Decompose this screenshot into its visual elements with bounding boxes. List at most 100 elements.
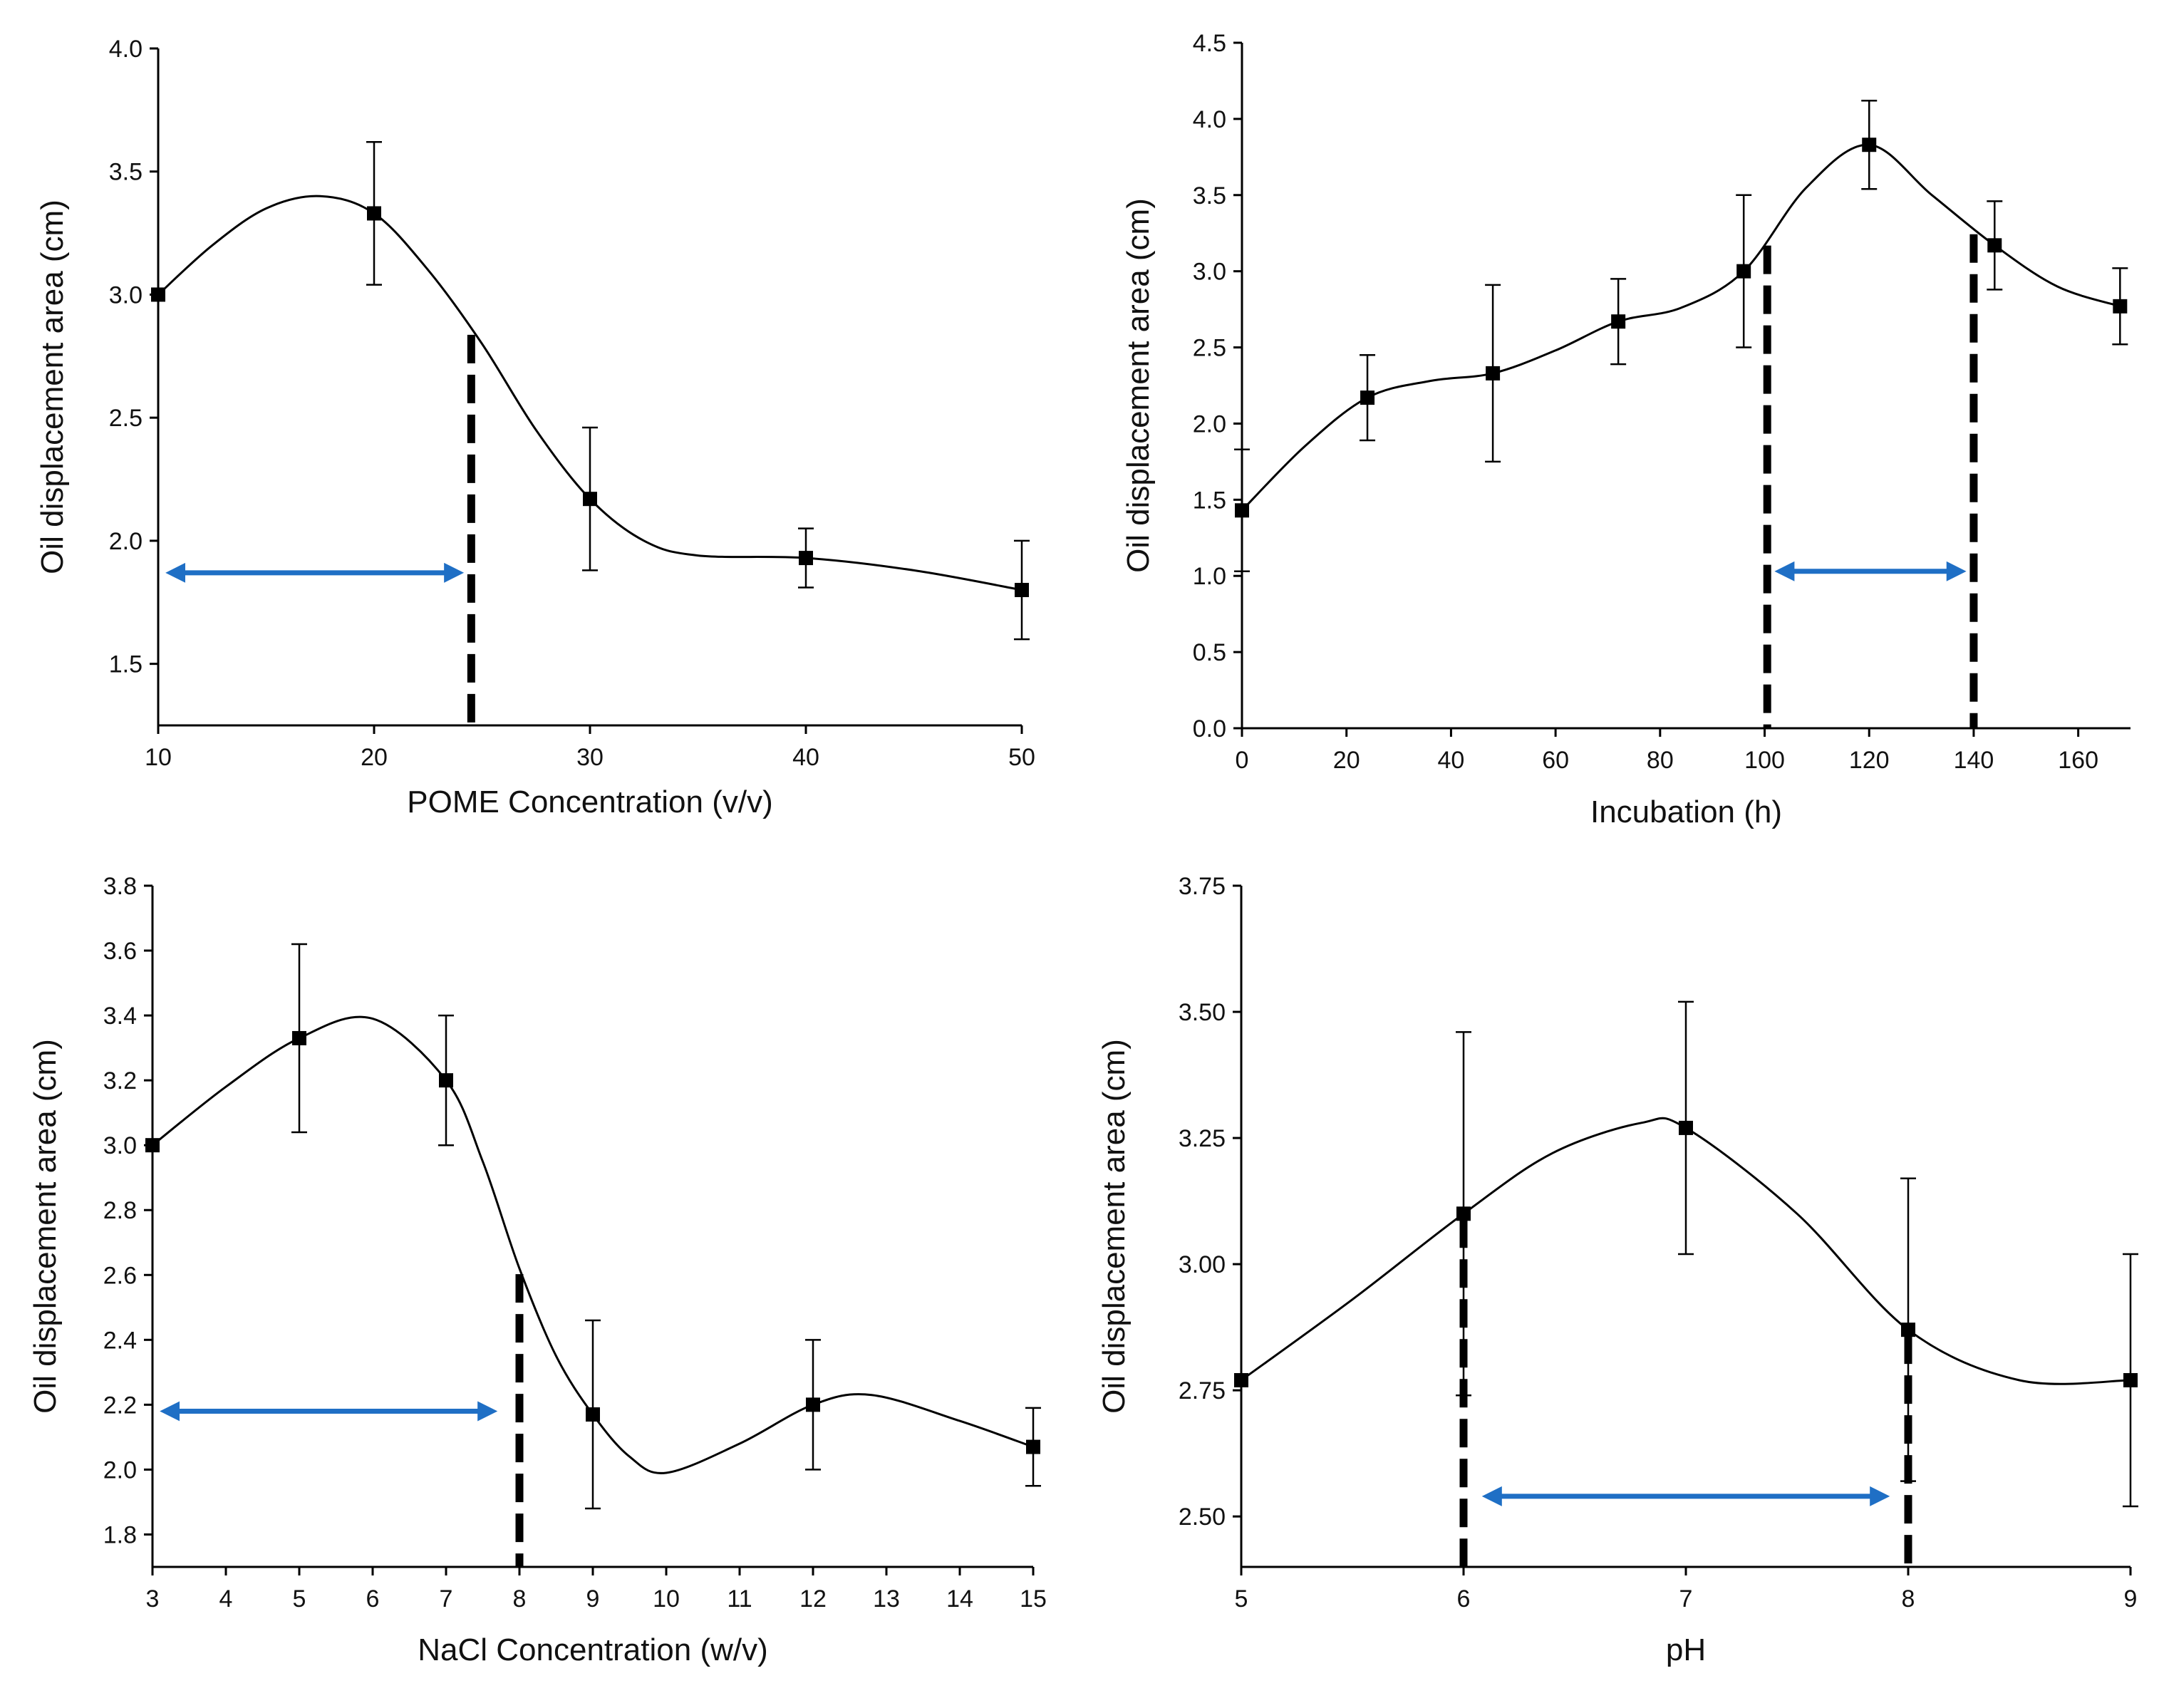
y-tick-label: 1.5 [1193,487,1226,514]
x-tick-label: 5 [293,1585,306,1613]
data-point [583,492,597,507]
y-tick-label: 2.75 [1179,1377,1226,1404]
y-tick-label: 3.75 [1179,873,1226,900]
data-point [1987,238,2002,253]
data-point [1736,264,1751,279]
x-tick-label: 6 [1457,1585,1471,1613]
x-tick-label: 10 [653,1585,680,1613]
y-tick-label: 2.0 [103,1456,137,1484]
x-tick-label: 80 [1647,747,1674,774]
fit-curve [152,1015,1034,1474]
x-axis-title: POME Concentration (v/v) [407,785,773,819]
x-axis-title: Incubation (h) [1590,795,1782,829]
data-point [2113,299,2128,314]
y-tick-label: 2.50 [1179,1503,1226,1531]
y-tick-label: 0.0 [1193,715,1226,742]
x-tick-label: 13 [873,1585,900,1613]
x-tick-label: 160 [2058,747,2098,774]
y-tick-label: 3.0 [109,281,143,309]
data-point [1234,1372,1248,1387]
y-tick-label: 3.5 [1193,182,1226,209]
y-tick-label: 3.4 [103,1003,137,1030]
x-tick-label: 40 [792,744,819,771]
data-point [1486,366,1501,381]
y-tick-label: 2.0 [109,528,143,555]
data-point [1901,1323,1915,1337]
y-tick-label: 2.8 [103,1197,137,1224]
y-tick-label: 2.5 [1193,335,1226,362]
x-tick-label: 20 [1333,747,1360,774]
data-point [292,1030,306,1045]
chart-incubation: 0 20 40 60 80 100 120 140 160 0.0 0.5 1.0 1.5 2.0 2.5 3… [1121,30,2130,829]
x-tick-label: 3 [146,1585,160,1613]
x-tick-label: 30 [576,744,604,771]
chart-nacl: 3 4 5 6 7 8 9 10 11 12 13 14 15 1.8 2.0 2.2 2.4 2.6 2.8 3.0… [28,873,1047,1667]
y-tick-label: 2.5 [109,405,143,432]
data-point [799,551,813,566]
x-tick-label: 8 [513,1585,527,1613]
y-tick-label: 4.0 [109,36,143,63]
y-tick-label: 2.0 [1193,410,1226,438]
data-point [806,1397,820,1412]
x-axis-title: pH [1666,1632,1706,1667]
y-tick-label: 1.5 [109,651,143,678]
x-tick-label: 50 [1008,744,1035,771]
x-tick-label: 140 [1954,747,1994,774]
x-tick-label: 40 [1437,747,1464,774]
data-point [1679,1120,1693,1135]
x-axis-title: NaCl Concentration (w/v) [418,1632,768,1667]
data-point [2123,1372,2138,1387]
x-tick-label: 120 [1849,747,1890,774]
x-tick-label: 0 [1236,747,1249,774]
data-point [1026,1439,1040,1454]
y-tick-label: 3.50 [1179,999,1226,1026]
data-point [586,1407,600,1422]
data-point [1611,314,1626,329]
fit-curve [1241,143,2121,512]
x-tick-label: 100 [1744,747,1785,774]
x-tick-label: 5 [1235,1585,1248,1613]
x-tick-label: 6 [366,1585,380,1613]
x-tick-label: 4 [219,1585,233,1613]
x-tick-label: 10 [145,744,172,771]
data-point [151,287,165,302]
chart-pome: 10 20 30 40 50 1.5 2.0 2.5 3.0 3.5 4.0 POME Concent… [35,36,1035,819]
y-tick-label: 3.6 [103,938,137,965]
data-point [145,1138,160,1153]
data-point [1862,138,1877,152]
y-axis-title: Oil displacement area (cm) [28,1039,63,1414]
x-tick-label: 20 [361,744,388,771]
data-point [1456,1206,1471,1221]
y-axis-title: Oil displacement area (cm) [1121,198,1156,573]
y-tick-label: 3.2 [103,1067,137,1094]
x-tick-label: 8 [1902,1585,1915,1613]
data-point [1015,583,1029,597]
x-tick-label: 7 [1679,1585,1693,1613]
y-tick-label: 1.8 [103,1521,137,1548]
x-tick-label: 9 [2124,1585,2138,1613]
data-point [367,206,381,221]
data-point [1360,390,1375,405]
x-tick-label: 9 [586,1585,600,1613]
x-tick-label: 11 [727,1585,752,1613]
x-tick-label: 14 [946,1585,973,1613]
y-tick-label: 4.0 [1193,106,1226,133]
chart-ph: 5 6 7 8 9 2.50 2.75 3.00 3.25 3.50 3.75 pH Oil displ… [1097,873,2138,1667]
data-point [1235,503,1249,518]
y-tick-label: 3.25 [1179,1125,1226,1152]
x-tick-label: 7 [440,1585,453,1613]
y-axis-title: Oil displacement area (cm) [1097,1039,1132,1414]
y-tick-label: 3.0 [103,1132,137,1159]
x-tick-label: 12 [799,1585,827,1613]
y-tick-label: 3.5 [109,159,143,186]
y-tick-label: 0.5 [1193,639,1226,666]
y-tick-label: 3.8 [103,873,137,900]
y-axis-title: Oil displacement area (cm) [35,200,70,574]
data-point [439,1073,453,1088]
y-tick-label: 2.6 [103,1262,137,1289]
fit-curve [1241,1117,2131,1385]
x-tick-label: 15 [1020,1585,1047,1613]
y-tick-label: 2.2 [103,1392,137,1419]
